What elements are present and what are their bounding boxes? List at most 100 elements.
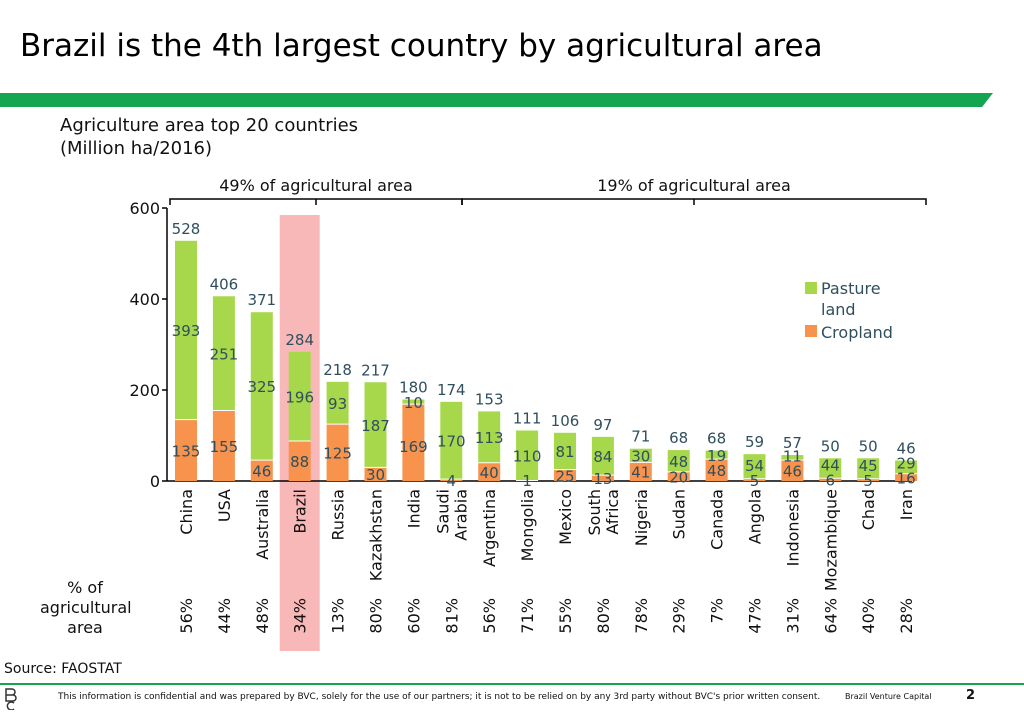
bracket-19pct-label: 19% of agricultural area xyxy=(597,176,791,195)
cropland-bar xyxy=(364,467,387,481)
pasture-value-label: 81 xyxy=(555,443,574,461)
pct-caption-line-1: % of xyxy=(67,578,103,597)
category-label: Mexico xyxy=(556,489,575,545)
pasture-bar xyxy=(743,454,766,479)
cropland-value-label: 5 xyxy=(863,472,873,490)
total-value-label: 371 xyxy=(247,291,276,309)
cropland-bar xyxy=(743,478,766,481)
pct-agricultural-area-label: 28% xyxy=(897,598,916,634)
pct-caption: % of agricultural area xyxy=(40,578,132,638)
pct-agricultural-area-label: 64% xyxy=(821,598,840,634)
cropland-value-label: 1 xyxy=(522,472,532,490)
pasture-value-label: 84 xyxy=(593,448,612,466)
legend-label-pasture-line1: Pasture xyxy=(821,279,881,298)
cropland-value-label: 155 xyxy=(210,438,239,456)
pct-agricultural-area-label: 81% xyxy=(442,598,461,634)
cropland-value-label: 40 xyxy=(480,464,499,482)
cropland-bar xyxy=(554,469,576,481)
pasture-value-label: 110 xyxy=(513,448,542,466)
pasture-bar xyxy=(364,382,387,468)
pct-agricultural-area-label: 78% xyxy=(632,598,651,634)
pct-agricultural-area-label: 71% xyxy=(518,598,537,634)
pasture-value-label: 45 xyxy=(859,457,878,475)
pct-agricultural-area-label: 80% xyxy=(367,598,386,634)
pasture-value-label: 251 xyxy=(210,345,239,363)
pasture-bar xyxy=(402,399,425,405)
cropland-value-label: 13 xyxy=(593,470,612,488)
total-value-label: 111 xyxy=(513,409,542,427)
pasture-bar xyxy=(667,450,690,472)
category-label: Iran xyxy=(897,489,916,520)
cropland-bar xyxy=(288,440,311,481)
category-label: Africa xyxy=(603,489,622,535)
cropland-bar xyxy=(819,478,842,481)
total-value-label: 68 xyxy=(669,429,688,447)
category-label: Brazil xyxy=(291,489,310,534)
cropland-value-label: 25 xyxy=(555,467,574,485)
confidential-notice: This information is confidential and was… xyxy=(58,692,821,702)
cropland-value-label: 6 xyxy=(826,472,836,490)
page-number: 2 xyxy=(966,688,976,703)
chart-subtitle: Agriculture area top 20 countries (Milli… xyxy=(60,114,358,160)
bvc-logo-icon xyxy=(5,688,17,710)
cropland-bar xyxy=(857,478,880,481)
cropland-bar xyxy=(250,460,273,481)
category-label: South xyxy=(585,489,604,536)
category-label: Russia xyxy=(329,489,348,540)
pct-caption-line-3: area xyxy=(67,618,103,637)
cropland-bar xyxy=(402,404,425,481)
pct-agricultural-area-label: 7% xyxy=(708,598,727,623)
pasture-bar xyxy=(516,430,539,481)
category-label: Angola xyxy=(746,489,765,544)
pasture-value-label: 196 xyxy=(285,388,314,406)
cropland-bar xyxy=(629,462,652,481)
pasture-bar xyxy=(895,460,918,474)
pasture-bar xyxy=(326,381,349,425)
pasture-value-label: 54 xyxy=(745,457,764,475)
pct-agricultural-area-label: 40% xyxy=(859,598,878,634)
total-value-label: 106 xyxy=(551,412,580,430)
pct-agricultural-area-label: 29% xyxy=(670,598,689,634)
pct-agricultural-area-label: 48% xyxy=(253,598,272,634)
category-label: China xyxy=(177,489,196,535)
cropland-value-label: 41 xyxy=(631,464,650,482)
pasture-value-label: 30 xyxy=(631,448,650,466)
source-note: Source: FAOSTAT xyxy=(4,661,122,677)
pasture-value-label: 11 xyxy=(783,448,802,466)
total-value-label: 50 xyxy=(821,437,840,455)
total-value-label: 97 xyxy=(593,416,612,434)
cropland-value-label: 20 xyxy=(669,468,688,486)
footer-divider xyxy=(0,683,1024,685)
category-label: Chad xyxy=(859,489,878,530)
title-band xyxy=(0,93,993,107)
category-label: India xyxy=(404,489,423,528)
cropland-value-label: 16 xyxy=(897,469,916,487)
pasture-bar xyxy=(591,436,614,476)
total-value-label: 46 xyxy=(897,440,916,458)
total-value-label: 174 xyxy=(437,381,466,399)
cropland-bar xyxy=(667,471,690,481)
slide-title: Brazil is the 4th largest country by agr… xyxy=(20,28,823,64)
pasture-value-label: 113 xyxy=(475,429,504,447)
pasture-value-label: 10 xyxy=(404,394,423,412)
cropland-value-label: 30 xyxy=(366,466,385,484)
cropland-value-label: 48 xyxy=(707,462,726,480)
total-value-label: 528 xyxy=(172,220,201,238)
cropland-bar xyxy=(781,460,804,481)
pasture-bar xyxy=(478,411,501,463)
pct-agricultural-area-label: 55% xyxy=(556,598,575,634)
pasture-bar xyxy=(440,401,463,480)
total-value-label: 180 xyxy=(399,379,428,397)
pasture-bar xyxy=(819,458,842,479)
y-tick-label: 400 xyxy=(129,290,160,309)
cropland-value-label: 46 xyxy=(783,463,802,481)
total-value-label: 217 xyxy=(361,361,390,379)
pct-agricultural-area-label: 80% xyxy=(594,598,613,634)
pct-agricultural-area-label: 34% xyxy=(291,598,310,634)
cropland-value-label: 135 xyxy=(172,442,201,460)
total-value-label: 71 xyxy=(631,428,650,446)
cropland-bar xyxy=(175,419,197,481)
pasture-value-label: 325 xyxy=(247,378,276,396)
pasture-bar xyxy=(554,432,576,470)
cropland-value-label: 88 xyxy=(290,453,309,471)
